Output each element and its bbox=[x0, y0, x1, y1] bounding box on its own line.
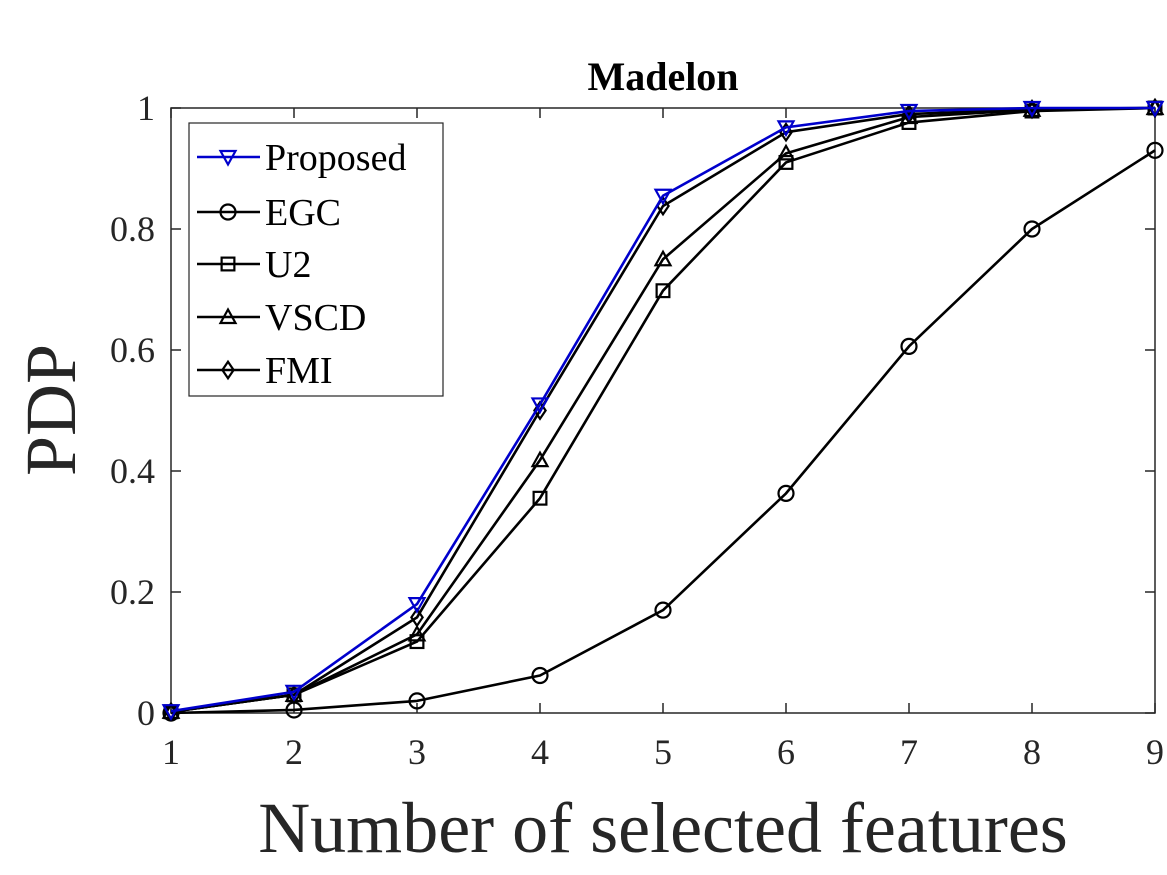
data-point-vscd bbox=[407, 624, 427, 642]
legend-label-vscd: VSCD bbox=[265, 297, 366, 339]
legend: Proposed EGC U2 VSCD FMI bbox=[188, 122, 444, 397]
series-line-vscd bbox=[170, 106, 1156, 714]
chart-title: Madelon bbox=[587, 54, 738, 99]
legend-label-egc: EGC bbox=[265, 192, 341, 234]
data-point-vscd bbox=[530, 450, 550, 468]
x-axis-label: Number of selected features bbox=[258, 788, 1068, 868]
x-tick-label: 1 bbox=[162, 732, 180, 772]
x-tick-label: 2 bbox=[285, 732, 303, 772]
legend-box bbox=[188, 122, 444, 397]
y-tick-label: 0.6 bbox=[110, 330, 155, 370]
data-point-proposed bbox=[899, 103, 919, 121]
legend-item-u2: U2 bbox=[197, 244, 311, 286]
legend-marker-vscd bbox=[218, 307, 238, 325]
legend-marker-u2 bbox=[220, 256, 236, 272]
data-point-u2 bbox=[532, 490, 548, 506]
legend-item-egc: EGC bbox=[197, 192, 341, 234]
y-tick-label: 0 bbox=[137, 693, 155, 733]
series-line-egc bbox=[170, 149, 1156, 715]
data-point-proposed bbox=[776, 120, 796, 138]
x-axis: 1 2 3 4 5 6 7 8 9 bbox=[162, 108, 1164, 772]
series-proposed bbox=[161, 100, 1165, 721]
legend-marker-egc bbox=[219, 203, 237, 221]
data-point-fmi bbox=[410, 607, 424, 628]
x-tick-label: 9 bbox=[1146, 732, 1164, 772]
data-point-proposed bbox=[407, 596, 427, 614]
data-point-u2 bbox=[655, 283, 671, 299]
y-tick-label: 0.8 bbox=[110, 209, 155, 249]
series-line-fmi bbox=[170, 106, 1156, 714]
data-point-u2 bbox=[778, 154, 794, 170]
legend-item-vscd: VSCD bbox=[197, 297, 366, 339]
y-tick-label: 0.2 bbox=[110, 572, 155, 612]
data-point-fmi bbox=[533, 400, 547, 421]
data-point-proposed bbox=[284, 684, 304, 702]
series-egc bbox=[162, 141, 1164, 722]
x-tick-label: 7 bbox=[900, 732, 918, 772]
y-axis: 0 0.2 0.4 0.6 0.8 1 bbox=[110, 88, 1155, 733]
legend-label-fmi: FMI bbox=[265, 350, 333, 392]
y-tick-label: 0.4 bbox=[110, 451, 155, 491]
data-point-egc bbox=[1023, 220, 1041, 238]
x-tick-label: 5 bbox=[654, 732, 672, 772]
data-point-proposed bbox=[161, 704, 181, 721]
data-point-proposed bbox=[530, 397, 550, 415]
y-tick-label: 1 bbox=[137, 88, 155, 128]
data-point-proposed bbox=[1022, 100, 1042, 118]
data-point-vscd bbox=[776, 143, 796, 161]
x-tick-label: 6 bbox=[777, 732, 795, 772]
data-point-proposed bbox=[1145, 100, 1165, 118]
legend-label-u2: U2 bbox=[265, 244, 311, 286]
data-point-egc bbox=[531, 666, 549, 685]
data-point-egc bbox=[654, 601, 672, 619]
x-tick-label: 8 bbox=[1023, 732, 1041, 772]
data-point-vscd bbox=[653, 249, 673, 267]
data-point-egc bbox=[900, 337, 918, 355]
x-tick-label: 4 bbox=[531, 732, 549, 772]
legend-item-proposed: Proposed bbox=[197, 137, 406, 179]
legend-item-fmi: FMI bbox=[197, 350, 333, 392]
legend-marker-fmi bbox=[221, 359, 235, 381]
y-axis-label: PDP bbox=[11, 344, 91, 476]
data-point-egc bbox=[1146, 141, 1164, 159]
data-point-egc bbox=[408, 692, 426, 710]
series-layer bbox=[161, 97, 1165, 722]
series-line-proposed bbox=[170, 106, 1155, 713]
data-point-proposed bbox=[653, 188, 673, 206]
x-tick-label: 3 bbox=[408, 732, 426, 772]
series-line-u2 bbox=[170, 106, 1156, 714]
data-point-egc bbox=[777, 484, 795, 502]
legend-marker-proposed bbox=[218, 149, 238, 167]
legend-label-proposed: Proposed bbox=[265, 137, 406, 179]
